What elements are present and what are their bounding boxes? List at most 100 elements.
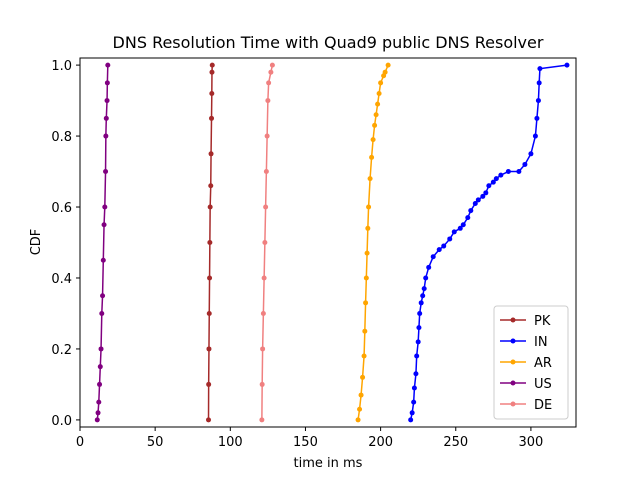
data-point	[417, 310, 423, 316]
data-point	[364, 250, 370, 256]
data-point	[206, 381, 212, 387]
x-axis: 0 50 100 150 200 250 300	[76, 427, 543, 450]
data-point	[365, 225, 371, 231]
data-point	[382, 69, 388, 75]
y-tick-label: 1.0	[51, 59, 72, 74]
legend-label: IN	[534, 335, 548, 350]
data-point	[426, 264, 432, 270]
data-point	[436, 247, 442, 253]
legend-label: PK	[534, 314, 551, 329]
data-point	[367, 176, 373, 182]
legend-swatch-marker	[510, 338, 516, 344]
data-point	[564, 62, 570, 68]
y-tick-label: 0.8	[51, 130, 72, 145]
data-point	[415, 339, 421, 345]
data-point	[465, 215, 471, 221]
x-tick-label: 0	[76, 435, 84, 450]
data-point	[206, 346, 212, 352]
data-point	[486, 183, 492, 189]
data-point	[264, 133, 270, 139]
x-tick-label: 300	[518, 435, 543, 450]
series-us	[94, 62, 111, 423]
data-point	[378, 80, 384, 86]
series-in	[408, 62, 570, 423]
y-tick-label: 0.0	[51, 414, 72, 429]
data-point	[103, 169, 109, 175]
data-point	[420, 293, 426, 299]
data-point	[206, 310, 212, 316]
data-point	[490, 179, 496, 185]
data-point	[95, 410, 101, 416]
legend: PK IN AR US DE	[493, 305, 569, 420]
data-point	[103, 115, 109, 121]
data-point	[357, 406, 363, 412]
data-point	[457, 225, 463, 231]
data-point	[265, 98, 271, 104]
data-point	[366, 204, 372, 210]
data-point	[105, 62, 111, 68]
data-point	[100, 257, 106, 263]
data-point	[362, 328, 368, 334]
data-point	[534, 115, 540, 121]
legend-label: DE	[534, 398, 552, 413]
data-point	[268, 69, 274, 75]
data-point	[480, 193, 486, 199]
data-point	[206, 417, 212, 423]
series-lines	[94, 62, 570, 423]
data-point	[522, 161, 528, 167]
data-point	[375, 101, 381, 107]
data-point	[208, 151, 214, 157]
data-point	[413, 371, 419, 377]
data-point	[421, 286, 427, 292]
data-point	[536, 80, 542, 86]
data-point	[416, 325, 422, 331]
data-point	[418, 300, 424, 306]
data-point	[370, 137, 376, 143]
y-tick-label: 0.4	[51, 272, 72, 287]
data-point	[537, 66, 543, 72]
data-point	[97, 381, 103, 387]
legend-swatch-marker	[510, 317, 516, 323]
data-point	[208, 183, 214, 189]
data-point	[263, 169, 269, 175]
data-point	[475, 197, 481, 203]
data-point	[409, 410, 415, 416]
data-point	[408, 417, 414, 423]
data-point	[385, 62, 391, 68]
data-point	[209, 62, 215, 68]
data-point	[209, 69, 215, 75]
legend-swatch-marker	[510, 380, 516, 386]
legend-swatch-marker	[510, 401, 516, 407]
data-point	[102, 204, 108, 210]
data-point	[262, 240, 268, 245]
data-point	[468, 208, 474, 214]
x-tick-label: 250	[443, 435, 468, 450]
legend-swatch-marker	[510, 359, 516, 365]
data-point	[100, 293, 106, 299]
data-point	[363, 275, 369, 281]
y-tick-label: 0.6	[51, 201, 72, 216]
data-point	[460, 222, 466, 228]
data-point	[99, 310, 105, 316]
data-point	[209, 115, 215, 121]
data-point	[97, 364, 103, 370]
data-point	[505, 169, 511, 175]
data-point	[266, 80, 272, 86]
data-point	[372, 122, 378, 128]
data-point	[209, 90, 215, 96]
data-point	[472, 200, 478, 206]
chart-title: DNS Resolution Time with Quad9 public DN…	[113, 33, 544, 52]
data-point	[101, 222, 107, 228]
data-point	[269, 62, 275, 68]
data-point	[360, 374, 366, 380]
data-point	[528, 151, 534, 157]
x-axis-title: time in ms	[294, 456, 363, 471]
data-point	[96, 399, 102, 405]
data-point	[207, 240, 213, 245]
data-point	[376, 90, 382, 96]
data-point	[261, 275, 267, 281]
data-point	[369, 154, 375, 160]
data-point	[207, 275, 213, 281]
data-point	[493, 176, 499, 182]
